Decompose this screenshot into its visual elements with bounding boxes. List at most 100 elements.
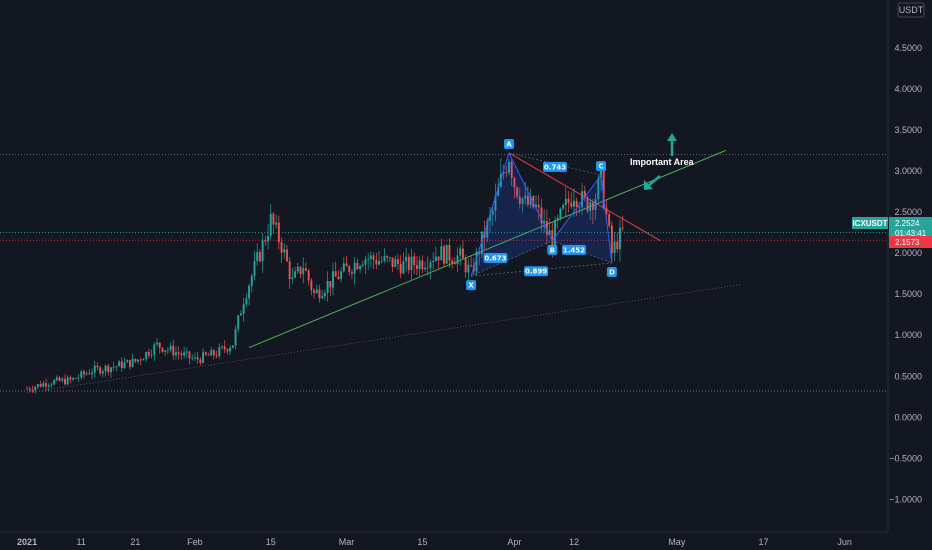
candle-body: [188, 351, 191, 359]
candle-body: [88, 373, 91, 375]
candle-body: [445, 244, 448, 264]
diag-arrow-shaft: [647, 175, 661, 187]
y-tick-label: 1.0000: [894, 330, 922, 340]
price-tag-bg: [889, 217, 932, 239]
candle-body: [621, 227, 624, 229]
candle-body: [69, 377, 72, 380]
ratio-label-bg: [561, 244, 586, 255]
candle-body: [218, 347, 221, 357]
candle-body: [291, 277, 294, 280]
candle-body: [537, 204, 540, 208]
candle-body: [570, 202, 573, 207]
y-tick-label: 3.0000: [894, 166, 922, 176]
candle-body: [212, 350, 215, 356]
candle-body: [47, 385, 50, 387]
lower-support-line: [27, 283, 742, 394]
price-scale-ticks: 4.5000 4.0000 3.5000 3.0000 2.5000 2.0000 1.50…: [889, 43, 922, 505]
pattern-point-bg: [503, 138, 514, 149]
candle-body: [272, 213, 275, 225]
candle-body: [166, 349, 169, 351]
harmonic-pattern: 0.743 0.673 1.452 0.899 X A B C D: [466, 138, 617, 291]
candle-body: [180, 353, 183, 356]
y-tick-label: 4.0000: [894, 84, 922, 94]
candle-body: [91, 372, 93, 375]
pattern-ratio-line: [552, 240, 612, 264]
candle-body: [361, 264, 364, 267]
candle-body: [28, 388, 31, 390]
x-tick-label: 15: [266, 537, 276, 547]
candle-body: [150, 354, 153, 356]
candle-body: [464, 258, 467, 273]
candle-body: [521, 198, 524, 204]
candle-body: [345, 263, 348, 267]
pattern-ratio-line: [471, 262, 612, 277]
candle-body: [383, 256, 386, 261]
candle-body: [491, 210, 494, 215]
candle-body: [96, 365, 99, 368]
candle-body: [375, 259, 378, 265]
candle-body: [518, 196, 521, 204]
x-tick-label: 11: [77, 537, 86, 547]
time-scale-bg[interactable]: [0, 532, 932, 550]
candle-body: [53, 380, 56, 385]
candle-body: [540, 207, 543, 224]
candle-body: [229, 347, 232, 352]
candle-body: [410, 256, 413, 270]
y-tick-label: −0.5000: [889, 453, 922, 463]
candle-body: [353, 262, 356, 274]
candle-body: [367, 259, 370, 260]
candle-body: [256, 252, 259, 262]
candle-body: [478, 251, 481, 255]
candle-body: [405, 256, 408, 262]
candle-body: [508, 161, 510, 173]
candle-body: [215, 355, 218, 357]
candle-body: [337, 276, 340, 280]
candle-body: [421, 260, 424, 270]
ratio-label: 0.899: [525, 268, 547, 276]
candle-body: [391, 257, 394, 267]
candle-body: [156, 342, 158, 345]
candle-body: [467, 264, 470, 273]
candle-body: [440, 246, 443, 261]
pattern-leg: [470, 152, 510, 277]
candle-body: [608, 214, 611, 226]
candle-body: [172, 345, 175, 356]
candle-body: [386, 256, 389, 258]
candle-body: [394, 259, 397, 267]
candle-body: [470, 264, 473, 266]
candle-body: [226, 349, 229, 352]
candle-body: [364, 259, 367, 265]
candle-body: [551, 230, 554, 246]
currency-box[interactable]: [897, 2, 925, 18]
candle-body: [199, 359, 202, 363]
candle-body: [526, 195, 529, 205]
candle-body: [34, 386, 37, 391]
candle-body: [55, 377, 58, 381]
candle-body: [39, 384, 42, 387]
red-tag-value: 2.1573: [895, 238, 920, 247]
candle-body: [120, 361, 123, 368]
candle-body: [158, 342, 161, 348]
candle-body: [77, 377, 80, 379]
candle-body: [245, 298, 248, 305]
candle-body: [253, 261, 256, 276]
x-tick-label: 12: [569, 537, 579, 547]
candle-body: [202, 352, 204, 363]
candle-body: [72, 377, 75, 380]
candle-body: [101, 371, 104, 374]
ratio-label-bg: [543, 161, 567, 172]
candle-body: [275, 222, 278, 225]
candle-body: [613, 241, 616, 253]
candle-body: [112, 366, 115, 368]
candle-body: [448, 244, 451, 261]
candle-body: [61, 378, 64, 381]
candle-body: [573, 200, 575, 207]
candle-body: [93, 365, 96, 373]
price-scale-bg[interactable]: [888, 0, 932, 532]
candle-body: [280, 242, 283, 253]
candle-body: [307, 270, 310, 281]
horizontal-levels: [0, 154, 888, 392]
candle-body: [153, 344, 156, 355]
candle-body: [234, 329, 237, 346]
candle-body: [137, 359, 140, 362]
